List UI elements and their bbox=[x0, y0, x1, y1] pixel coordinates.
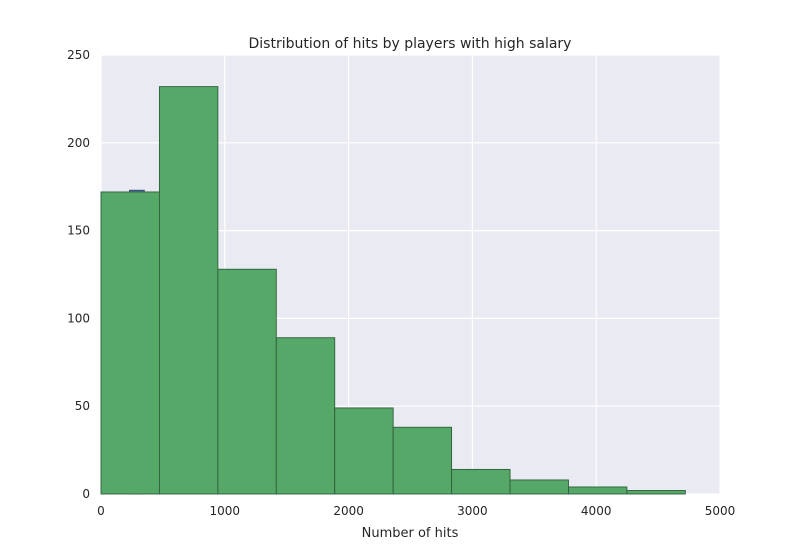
histogram-bar-1 bbox=[158, 86, 219, 495]
histogram-bar-5 bbox=[392, 426, 453, 495]
x-tick-label-4: 4000 bbox=[581, 504, 612, 518]
histogram-bar-0 bbox=[100, 191, 160, 495]
histogram-bar-7 bbox=[509, 479, 569, 495]
chart-title: Distribution of hits by players with hig… bbox=[249, 36, 572, 52]
histogram-bar-4 bbox=[334, 407, 394, 495]
histogram-bar-2 bbox=[217, 268, 277, 495]
histogram-bar-3 bbox=[275, 337, 336, 495]
y-tick-labels: 0 50 100 150 200 250 bbox=[67, 48, 90, 501]
y-tick-label-1: 50 bbox=[75, 399, 90, 413]
histogram-bar-9 bbox=[626, 490, 686, 495]
histogram-bars bbox=[100, 86, 686, 495]
x-tick-label-2: 2000 bbox=[333, 504, 364, 518]
y-tick-label-3: 150 bbox=[67, 224, 90, 238]
x-tick-label-0: 0 bbox=[97, 504, 105, 518]
y-tick-label-5: 250 bbox=[67, 48, 90, 62]
x-tick-labels: 0 1000 2000 3000 4000 5000 bbox=[97, 504, 735, 518]
x-tick-label-5: 5000 bbox=[705, 504, 736, 518]
histogram-bar-6 bbox=[451, 468, 511, 495]
y-tick-label-0: 0 bbox=[82, 487, 90, 501]
x-tick-label-1: 1000 bbox=[210, 504, 241, 518]
x-tick-label-3: 3000 bbox=[457, 504, 488, 518]
x-axis-label: Number of hits bbox=[362, 526, 459, 541]
histogram-bar-8 bbox=[568, 486, 628, 495]
y-tick-label-2: 100 bbox=[67, 311, 90, 325]
y-tick-label-4: 200 bbox=[67, 136, 90, 150]
